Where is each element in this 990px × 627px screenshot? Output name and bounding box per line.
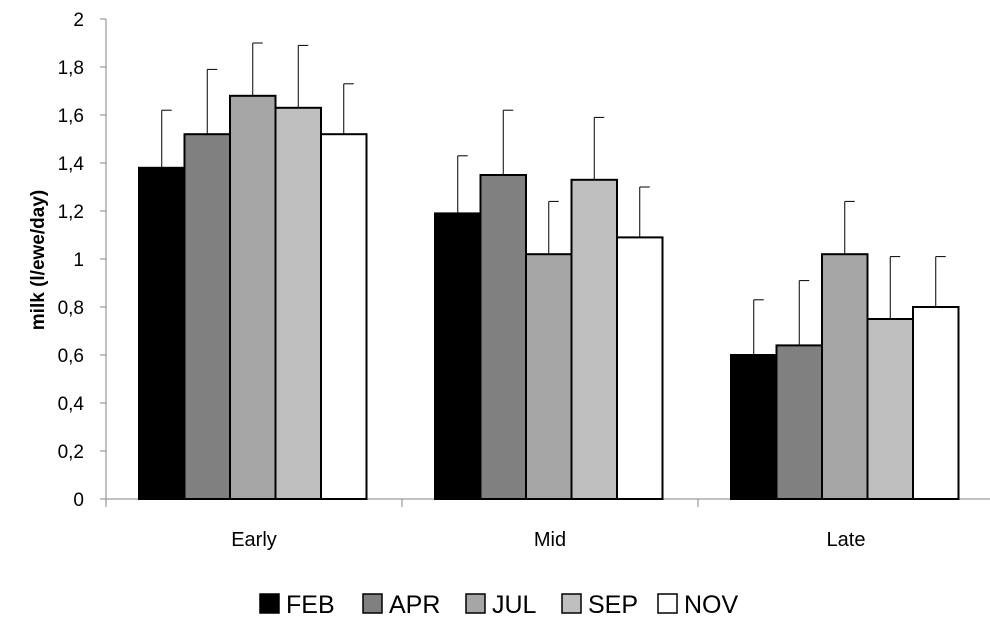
legend-label-jul: JUL <box>492 591 537 619</box>
bar-nov-late <box>912 306 960 500</box>
legend-swatch-feb <box>259 593 280 614</box>
legend-label-apr: APR <box>389 591 440 619</box>
legend-label-feb: FEB <box>286 591 335 619</box>
y-tick-label: 0,6 <box>58 346 84 367</box>
bar-jul-late <box>821 253 869 500</box>
y-axis-title: milk (l/ewe/day) <box>28 190 49 330</box>
bar-sep-early <box>274 106 322 501</box>
bar-apr-late <box>775 344 823 500</box>
x-category-label: Early <box>231 529 277 551</box>
y-tick-label: 0 <box>73 490 84 511</box>
y-tick-label: 1,8 <box>58 58 84 79</box>
bar-apr-mid <box>479 174 527 500</box>
y-tick-label: 1,4 <box>58 154 85 175</box>
x-category-label: Mid <box>534 529 566 551</box>
bar-feb-late <box>730 354 778 500</box>
y-tick-label: 2 <box>73 10 84 31</box>
bar-jul-mid <box>525 253 573 500</box>
bar-sep-mid <box>570 178 618 501</box>
legend-label-sep: SEP <box>588 591 638 619</box>
bar-feb-early <box>138 166 186 501</box>
legend-swatch-apr <box>362 593 383 614</box>
y-tick-label: 0,4 <box>58 394 85 415</box>
x-category-label: Late <box>827 529 866 551</box>
y-tick-label: 0,2 <box>58 442 84 463</box>
legend-swatch-jul <box>465 593 486 614</box>
legend-label-nov: NOV <box>684 591 739 619</box>
bar-apr-early <box>183 133 231 500</box>
legend-swatch-nov <box>657 593 678 614</box>
y-tick-label: 1 <box>73 250 84 271</box>
bar-jul-early <box>229 94 277 501</box>
bar-feb-mid <box>434 212 482 500</box>
y-tick-label: 1,6 <box>58 106 84 127</box>
legend-swatch-sep <box>561 593 582 614</box>
bar-nov-early <box>320 133 368 500</box>
bar-nov-mid <box>616 236 664 500</box>
y-tick-label: 0,8 <box>58 298 84 319</box>
bar-sep-late <box>866 318 914 500</box>
y-tick-label: 1,2 <box>58 202 84 223</box>
